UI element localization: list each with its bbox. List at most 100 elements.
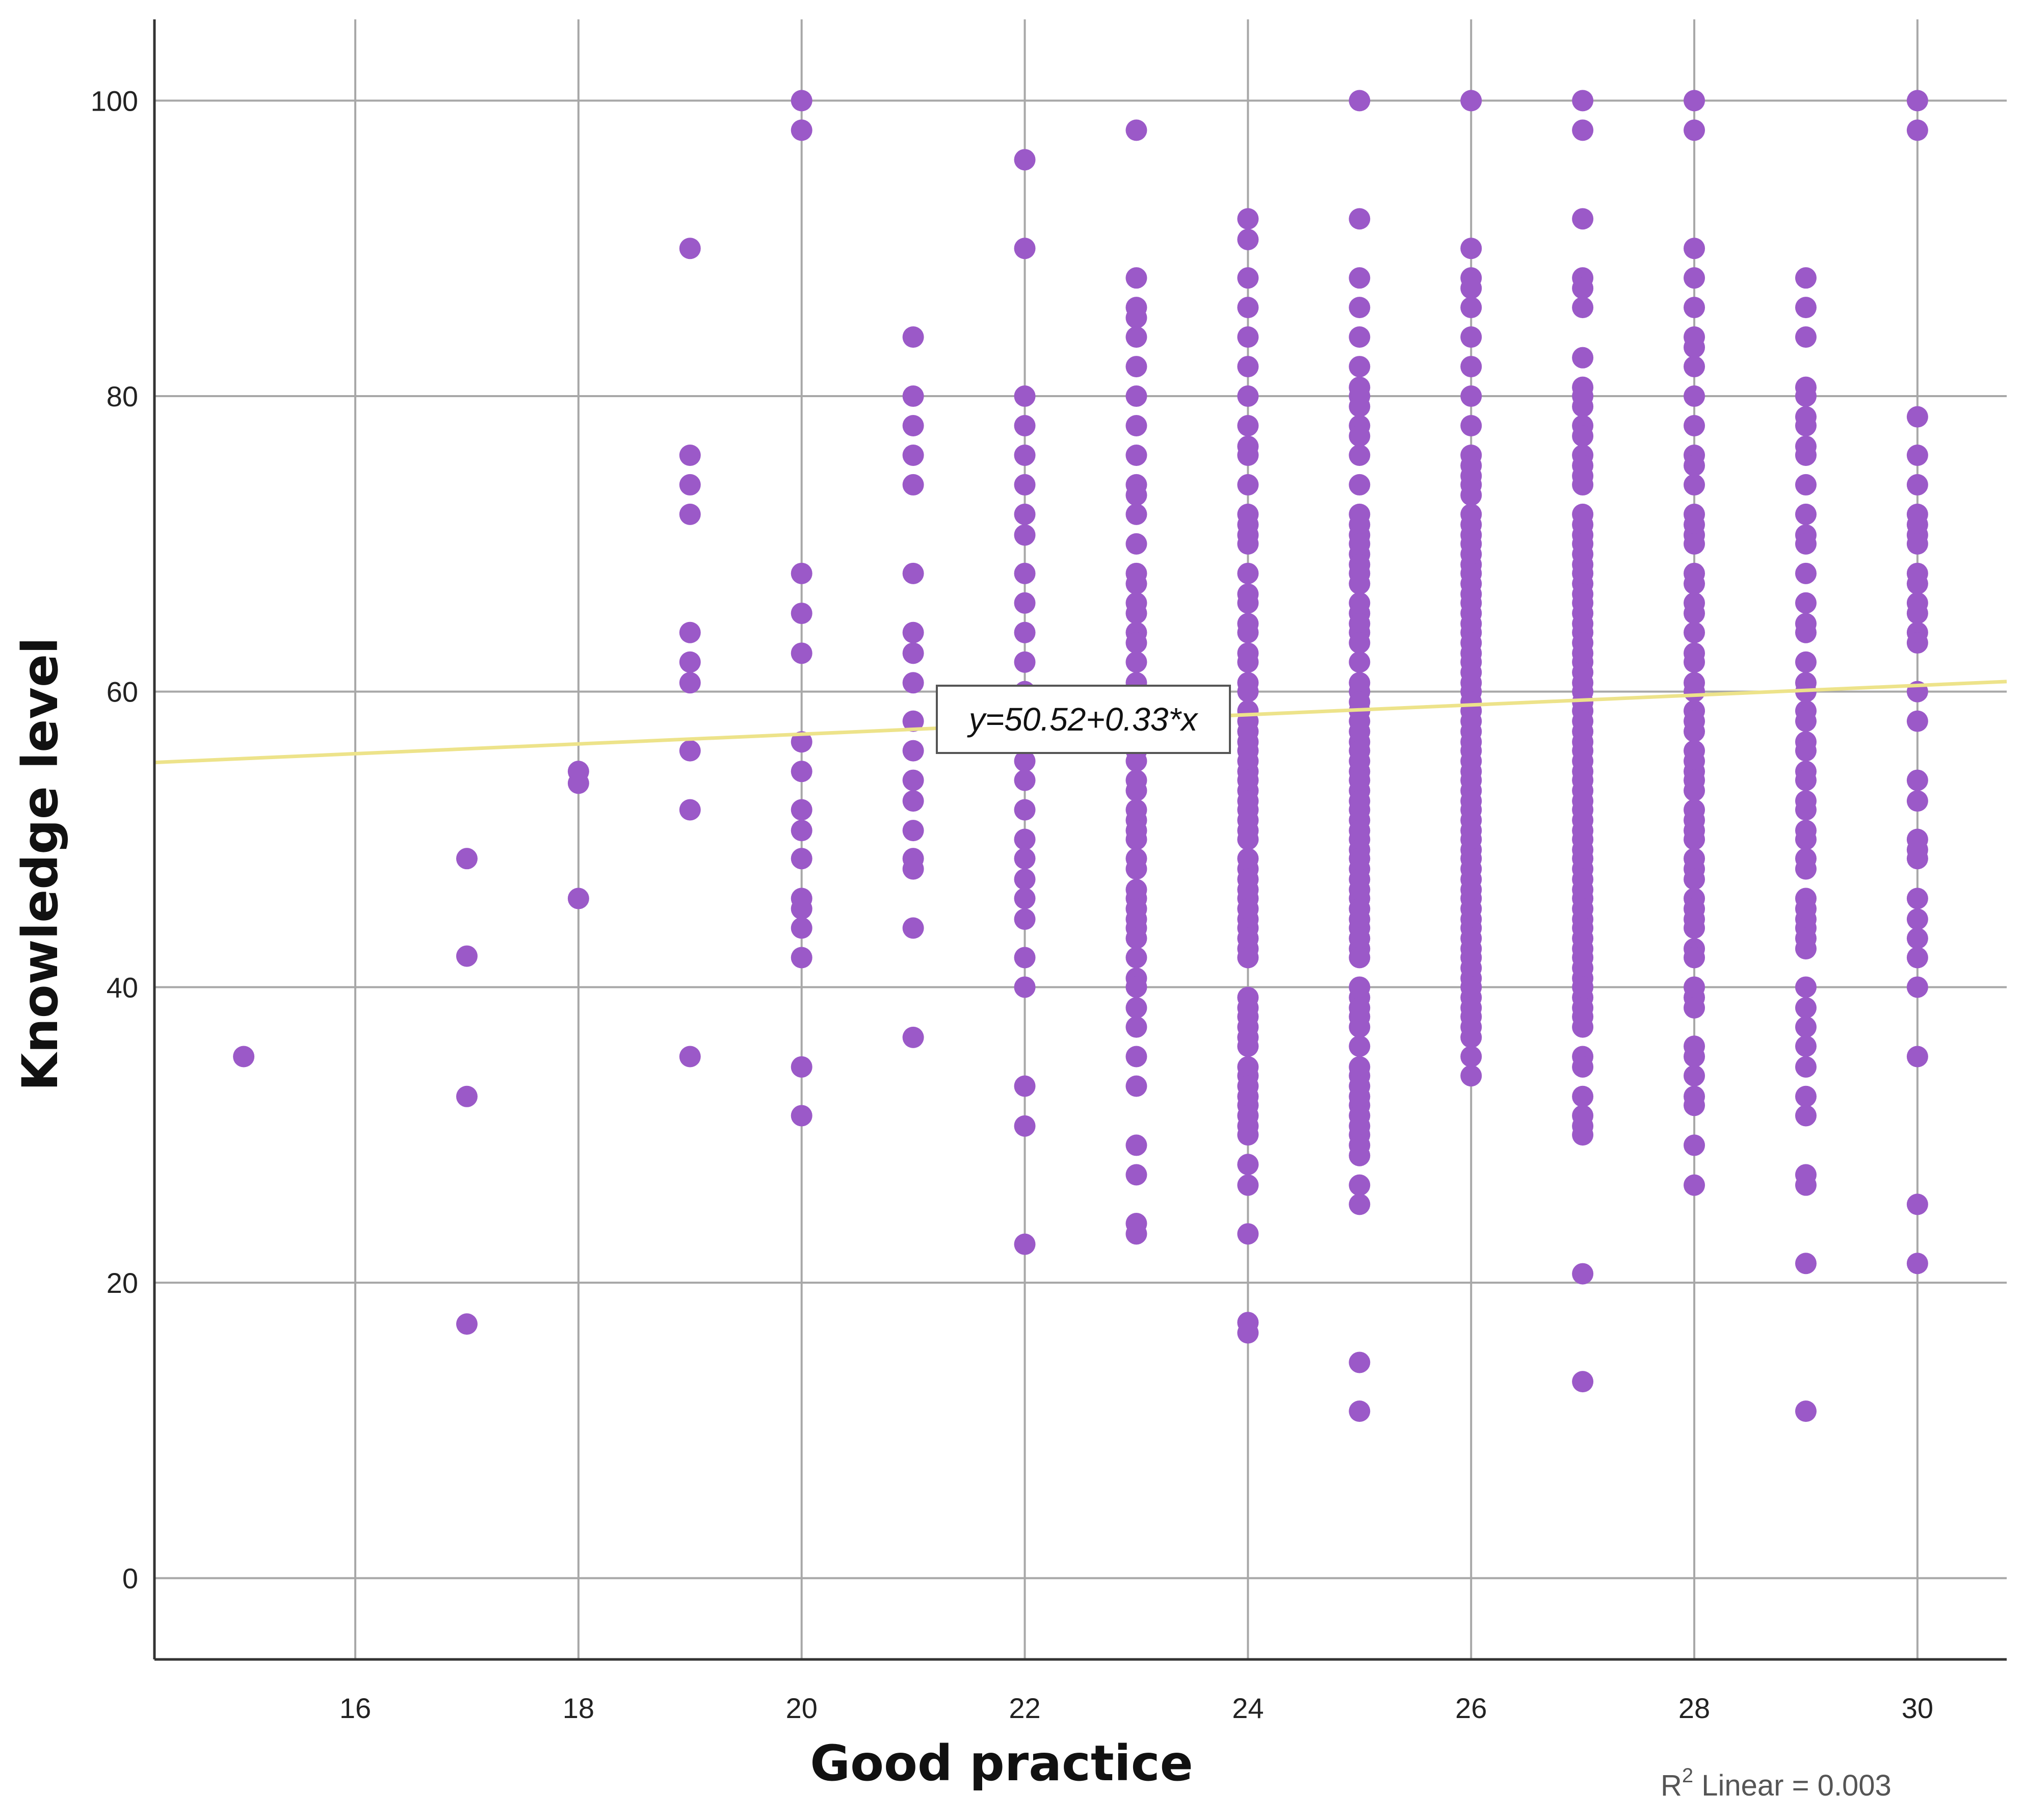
data-point (1125, 1134, 1147, 1156)
data-point (679, 1046, 701, 1068)
data-point (791, 119, 812, 141)
data-point (1125, 533, 1147, 555)
data-point (791, 799, 812, 821)
data-point (1795, 326, 1817, 348)
data-point (1125, 326, 1147, 348)
data-point (1349, 396, 1371, 418)
data-point (902, 415, 924, 437)
data-point (1014, 415, 1036, 437)
data-point (1795, 997, 1817, 1019)
data-point (1684, 455, 1705, 477)
data-point (1906, 790, 1928, 812)
data-point (1014, 503, 1036, 525)
data-point (1460, 385, 1482, 407)
data-point (1014, 149, 1036, 171)
data-point (1125, 779, 1147, 801)
data-point (1014, 908, 1036, 930)
data-point (791, 1105, 812, 1127)
data-point (1014, 947, 1036, 969)
data-point (902, 474, 924, 496)
data-point (1572, 474, 1594, 496)
data-point (902, 385, 924, 407)
data-point (1237, 828, 1259, 850)
data-point (1795, 1253, 1817, 1275)
data-point (1684, 1095, 1705, 1116)
data-point (902, 642, 924, 664)
data-point (1572, 208, 1594, 230)
data-point (1237, 533, 1259, 555)
x-tick-label: 28 (1678, 1692, 1710, 1724)
data-point (1684, 868, 1705, 890)
data-point (902, 710, 924, 732)
data-point (1014, 848, 1036, 870)
fit-equation-box (936, 685, 1231, 754)
data-point (1014, 651, 1036, 673)
data-point (1237, 621, 1259, 643)
data-point (679, 651, 701, 673)
data-point (1125, 603, 1147, 625)
y-tick-label: 40 (107, 971, 138, 1003)
data-point (1237, 208, 1259, 230)
data-point (1684, 997, 1705, 1019)
data-point (1795, 1035, 1817, 1057)
data-point (1460, 1065, 1482, 1087)
data-point (567, 772, 589, 794)
data-point (791, 947, 812, 969)
data-point (1795, 799, 1817, 821)
data-point (1572, 1371, 1594, 1393)
data-point (1014, 621, 1036, 643)
data-point (1684, 267, 1705, 289)
data-point (1349, 208, 1371, 230)
data-point (1014, 769, 1036, 791)
data-point (1572, 425, 1594, 447)
data-point (1906, 769, 1928, 791)
y-tick-label: 100 (91, 85, 138, 117)
data-point (902, 790, 924, 812)
data-point (1460, 356, 1482, 378)
data-point (902, 769, 924, 791)
data-point (1349, 356, 1371, 378)
data-point (1460, 1046, 1482, 1068)
data-point (902, 621, 924, 643)
data-point (1460, 277, 1482, 299)
data-point (1906, 90, 1928, 112)
data-point (902, 858, 924, 880)
data-point (791, 603, 812, 625)
data-point (1014, 888, 1036, 909)
data-point (1795, 976, 1817, 998)
data-point (1684, 238, 1705, 259)
data-point (679, 799, 701, 821)
data-point (679, 672, 701, 694)
data-point (1125, 1016, 1147, 1038)
data-point (1906, 603, 1928, 625)
data-point (1460, 326, 1482, 348)
data-point (1349, 297, 1371, 319)
data-point (1460, 415, 1482, 437)
data-point (456, 1313, 478, 1335)
data-point (1237, 228, 1259, 250)
data-point (1349, 1174, 1371, 1196)
data-point (1125, 385, 1147, 407)
data-point (567, 888, 589, 909)
data-point (1684, 917, 1705, 939)
data-point (1237, 385, 1259, 407)
r2-prefix: R (1661, 1769, 1682, 1802)
data-point (1906, 444, 1928, 466)
data-point (679, 444, 701, 466)
data-point (1125, 858, 1147, 880)
data-point (1684, 297, 1705, 319)
data-point (1684, 651, 1705, 673)
data-point (1125, 976, 1147, 998)
data-point (1014, 562, 1036, 584)
data-point (456, 945, 478, 967)
data-point (1125, 1075, 1147, 1097)
data-point (1906, 406, 1928, 428)
data-point (1014, 976, 1036, 998)
data-point (1014, 524, 1036, 546)
data-point (1125, 267, 1147, 289)
data-point (1237, 297, 1259, 319)
data-point (1237, 1223, 1259, 1245)
data-point (1684, 474, 1705, 496)
data-point (1795, 740, 1817, 762)
